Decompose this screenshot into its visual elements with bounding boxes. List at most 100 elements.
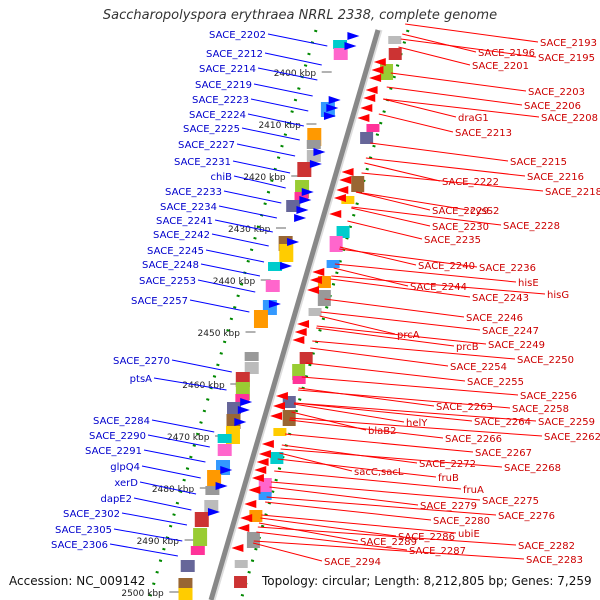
forward-gene-label: SACE_2233 xyxy=(165,187,222,198)
reverse-label-connector xyxy=(280,448,503,468)
reverse-label-connector xyxy=(289,417,543,437)
forward-gene-label: SACE_2219 xyxy=(195,80,252,91)
forward-gene-arrow xyxy=(215,482,228,490)
reverse-gene-arrow xyxy=(258,450,271,458)
reverse-gene-arrow xyxy=(339,176,352,184)
reverse-label-connector xyxy=(351,206,502,226)
reverse-gene-arrow xyxy=(371,66,384,74)
kbp-tick-label: 2400 kbp xyxy=(274,69,317,79)
forward-gene-label: SACE_2202 xyxy=(209,30,266,41)
reverse-gene-arrow xyxy=(365,86,378,94)
reverse-label-connector xyxy=(351,207,431,227)
reverse-label-connector xyxy=(277,458,437,478)
forward-gene-arrow xyxy=(268,300,281,308)
forward-label-connector xyxy=(121,512,188,526)
forward-label-connector xyxy=(233,175,286,189)
feature-block xyxy=(204,500,219,512)
forward-label-connector xyxy=(236,143,296,157)
feature-block xyxy=(253,310,268,328)
reverse-gene-label: fruA xyxy=(463,485,484,496)
reverse-label-connector xyxy=(355,191,469,211)
reverse-label-connector xyxy=(285,433,474,453)
feature-block-reverse xyxy=(336,226,350,238)
reverse-gene-label: SACE_2240 xyxy=(418,261,475,272)
reverse-label-connector xyxy=(361,172,544,192)
forward-gene-arrow xyxy=(328,96,341,104)
feature-block-reverse xyxy=(360,132,374,144)
forward-gene-arrow xyxy=(344,42,357,50)
reverse-gene-label: SACE_2276 xyxy=(498,511,555,522)
reverse-label-connector xyxy=(365,157,526,177)
reverse-gene-label: SACE_2287 xyxy=(409,546,466,557)
reverse-label-connector xyxy=(261,514,457,534)
reverse-gene-arrow xyxy=(360,104,373,112)
reverse-gene-arrow xyxy=(309,276,322,284)
reverse-label-connector xyxy=(265,501,432,521)
reverse-label-connector xyxy=(331,275,546,295)
forward-label-connector xyxy=(264,52,322,66)
reverse-label-connector xyxy=(334,263,517,283)
forward-gene-label: SACE_2270 xyxy=(113,356,170,367)
reverse-gene-arrow xyxy=(237,524,250,532)
kbp-tick-label: 2440 kbp xyxy=(213,277,256,287)
reverse-label-connector xyxy=(383,98,457,118)
reverse-label-connector xyxy=(383,98,540,118)
forward-gene-label: SACE_2231 xyxy=(174,157,231,168)
reverse-label-connector xyxy=(269,486,419,506)
reverse-gene-arrow xyxy=(341,168,354,176)
accession-text: Accession: NC_009142 xyxy=(9,574,146,588)
reverse-label-connector xyxy=(258,522,359,542)
reverse-label-connector xyxy=(316,325,487,345)
forward-gene-arrow xyxy=(313,148,326,156)
reverse-gene-label: SACE_2268 xyxy=(504,463,561,474)
feature-block xyxy=(205,486,220,495)
reverse-label-connector xyxy=(333,267,409,287)
kbp-tick-label: 2410 kbp xyxy=(258,121,301,131)
feature-block xyxy=(190,546,205,555)
reverse-gene-label: SACE_2193 xyxy=(540,38,597,49)
reverse-label-connector xyxy=(316,327,455,347)
feature-block-reverse xyxy=(299,352,313,364)
feature-block-reverse xyxy=(366,124,380,132)
reverse-gene-label: hisG xyxy=(547,290,569,301)
forward-gene-label: SACE_2248 xyxy=(142,260,199,271)
reverse-label-connector xyxy=(398,46,471,66)
reverse-gene-label: SACE_2259 xyxy=(538,417,595,428)
reverse-gene-label: SACE_2229 xyxy=(432,206,489,217)
reverse-gene-label: ubiE xyxy=(458,529,480,540)
forward-gene-arrow xyxy=(240,398,253,406)
reverse-gene-label: SACE_2266 xyxy=(445,434,502,445)
reverse-gene-arrow xyxy=(373,58,386,66)
forward-gene-label: SACE_2245 xyxy=(147,246,204,257)
forward-gene-label: SACE_2306 xyxy=(51,540,108,551)
reverse-gene-arrow xyxy=(273,402,286,410)
forward-gene-label: SACE_2225 xyxy=(183,124,240,135)
reverse-label-connector xyxy=(252,542,323,562)
feature-block-reverse xyxy=(258,478,272,494)
reverse-label-connector xyxy=(390,72,527,92)
reverse-gene-label: draG1 xyxy=(458,113,489,124)
reverse-gene-label: SACE_2275 xyxy=(482,496,539,507)
reverse-label-connector xyxy=(253,540,525,560)
reverse-gene-label: SACE_2255 xyxy=(467,377,524,388)
forward-gene-arrow xyxy=(326,104,339,112)
feature-block xyxy=(244,352,259,361)
reverse-gene-label: SACE_2294 xyxy=(324,557,381,568)
topology-text: Topology: circular; Length: 8,212,805 bp… xyxy=(262,574,592,588)
reverse-label-connector xyxy=(260,517,397,537)
reverse-gene-arrow xyxy=(369,74,382,82)
feature-block xyxy=(193,528,208,546)
forward-label-connector xyxy=(211,233,269,247)
feature-block-reverse xyxy=(317,290,331,306)
reverse-gene-label: SACE_2254 xyxy=(450,362,507,373)
reverse-label-connector xyxy=(294,402,473,422)
backbone-line xyxy=(208,29,381,600)
forward-label-connector xyxy=(247,113,304,127)
feature-block-reverse xyxy=(234,576,248,588)
reverse-gene-label: SACE_2282 xyxy=(518,541,575,552)
backbone-highlight xyxy=(212,29,383,600)
reverse-gene-arrow xyxy=(292,336,305,344)
reverse-gene-label: helY xyxy=(406,418,428,429)
reverse-label-connector xyxy=(279,452,353,472)
